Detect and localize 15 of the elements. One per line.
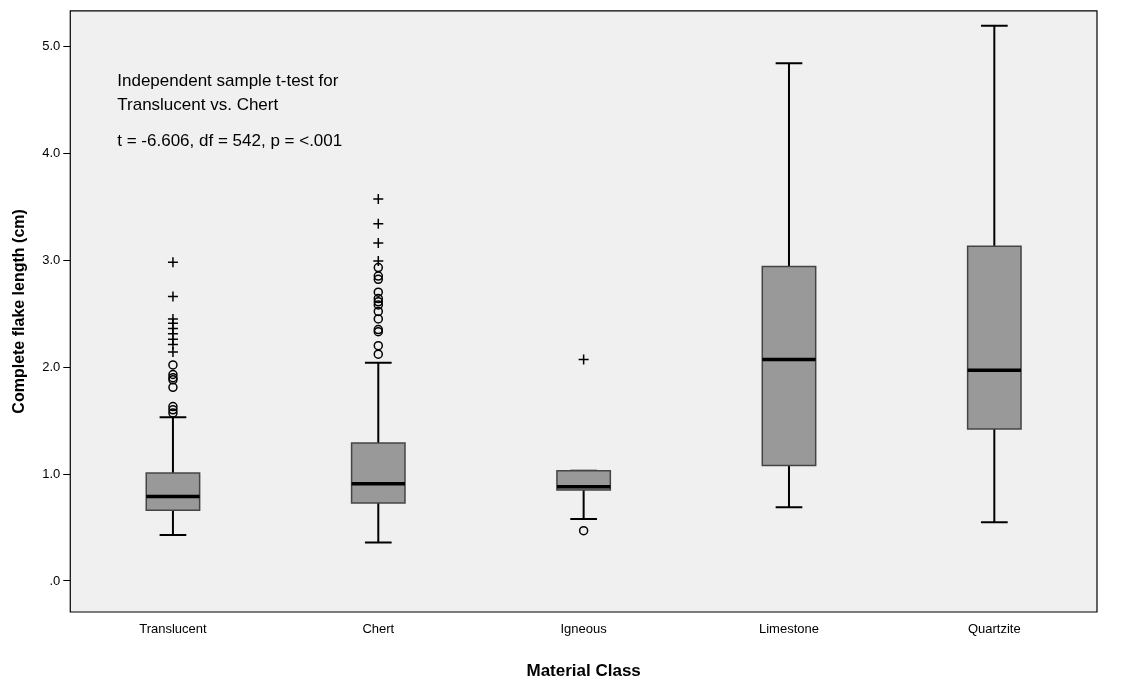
x-tick-label: Chert [362,621,395,637]
x-tick-label: Limestone [758,621,819,637]
x-tick-label: Igneous [560,621,608,637]
y-axis-title: Complete flake length (cm) [10,209,28,414]
y-tick-label: .0 [49,572,61,588]
x-tick-label: Translucent [139,621,208,637]
y-tick-label: 4.0 [42,144,61,160]
x-tick-label: Quartzite [967,621,1021,637]
y-tick-label: 1.0 [42,465,61,481]
y-tick-label: 5.0 [42,37,61,53]
y-tick-label: 3.0 [42,251,61,267]
annotation: Independent sample t-test for Translucent vs. Chert [117,70,339,114]
y-tick-label: 2.0 [42,358,61,374]
annotation: t = -6.606, df = 542, p = <.001 [117,130,343,150]
x-axis-title: Material Class [526,661,641,681]
